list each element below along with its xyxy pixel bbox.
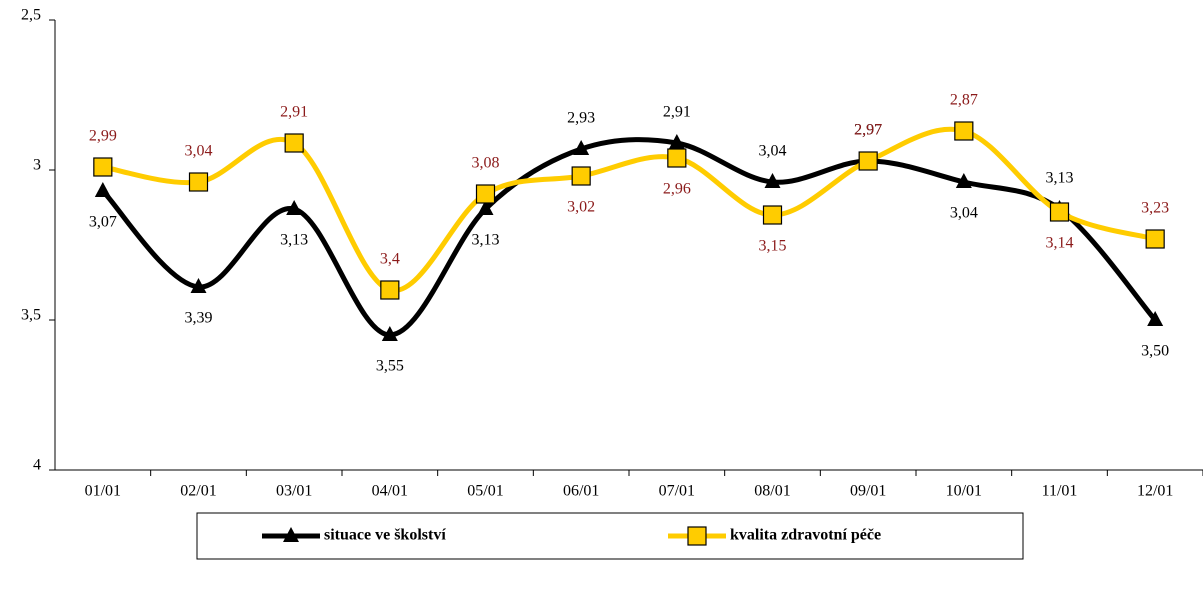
y-tick-label: 3 <box>33 157 41 174</box>
point-marker <box>1147 311 1164 326</box>
point-marker <box>762 205 783 225</box>
x-tick-label: 11/01 <box>1042 483 1078 500</box>
data-label: 3,02 <box>567 199 595 216</box>
point-marker <box>381 326 398 341</box>
data-label: 3,55 <box>376 358 404 375</box>
x-tick-label: 07/01 <box>659 483 695 500</box>
legend-box <box>196 512 1024 560</box>
series-line <box>102 126 1156 293</box>
data-label: 3,04 <box>185 143 213 160</box>
data-label: 3,14 <box>1046 235 1074 252</box>
data-label: 3,39 <box>185 310 213 327</box>
point-marker <box>475 184 496 204</box>
data-label: 3,15 <box>759 238 787 255</box>
point-marker <box>93 157 113 177</box>
data-label: 2,87 <box>950 92 978 109</box>
data-label: 2,99 <box>89 128 117 145</box>
data-label: 3,50 <box>1141 343 1169 360</box>
data-label: 3,07 <box>89 214 117 231</box>
y-tick-label: 4 <box>33 457 41 474</box>
data-label: 3,4 <box>380 251 400 268</box>
x-tick-label: 10/01 <box>946 483 982 500</box>
data-label: 2,97 <box>854 122 882 139</box>
point-marker <box>188 172 209 192</box>
legend-label: situace ve školství <box>324 527 446 544</box>
point-marker <box>284 133 304 153</box>
point-marker <box>764 173 781 188</box>
point-marker <box>955 173 972 188</box>
point-marker <box>573 140 590 155</box>
data-label: 2,91 <box>663 104 691 121</box>
y-tick-label: 3,5 <box>21 307 41 324</box>
legend-marker <box>283 527 299 542</box>
point-marker <box>380 280 400 300</box>
data-label: 3,04 <box>950 205 978 222</box>
x-tick-label: 08/01 <box>754 483 790 500</box>
legend-label: kvalita zdravotní péče <box>730 527 881 544</box>
point-marker <box>668 134 685 149</box>
point-marker <box>1145 229 1165 249</box>
x-tick-label: 01/01 <box>85 483 121 500</box>
data-label: 3,13 <box>1046 170 1074 187</box>
point-marker <box>94 182 111 197</box>
x-tick-label: 02/01 <box>180 483 216 500</box>
point-marker <box>477 200 494 215</box>
data-label: 2,93 <box>567 110 595 127</box>
x-tick-label: 06/01 <box>563 483 599 500</box>
x-tick-label: 04/01 <box>372 483 408 500</box>
data-label: 2,91 <box>280 104 308 121</box>
point-marker <box>571 166 591 186</box>
point-marker <box>190 278 207 293</box>
point-marker <box>858 151 878 171</box>
point-marker <box>667 148 687 168</box>
data-label: 2,96 <box>663 181 691 198</box>
series-line <box>101 137 1158 338</box>
x-tick-label: 09/01 <box>850 483 886 500</box>
data-label: 3,08 <box>472 155 500 172</box>
x-tick-label: 12/01 <box>1137 483 1173 500</box>
legend-marker <box>687 526 707 546</box>
data-label: 3,13 <box>472 232 500 249</box>
point-marker <box>1049 202 1070 222</box>
x-tick-label: 03/01 <box>276 483 312 500</box>
x-tick-label: 05/01 <box>467 483 503 500</box>
data-label: 3,23 <box>1141 200 1169 217</box>
y-tick-label: 2,5 <box>21 7 41 24</box>
point-marker <box>286 200 303 215</box>
data-label: 3,04 <box>759 143 787 160</box>
point-marker <box>954 121 974 141</box>
data-label: 2,97 <box>854 122 882 139</box>
data-label: 3,13 <box>280 232 308 249</box>
